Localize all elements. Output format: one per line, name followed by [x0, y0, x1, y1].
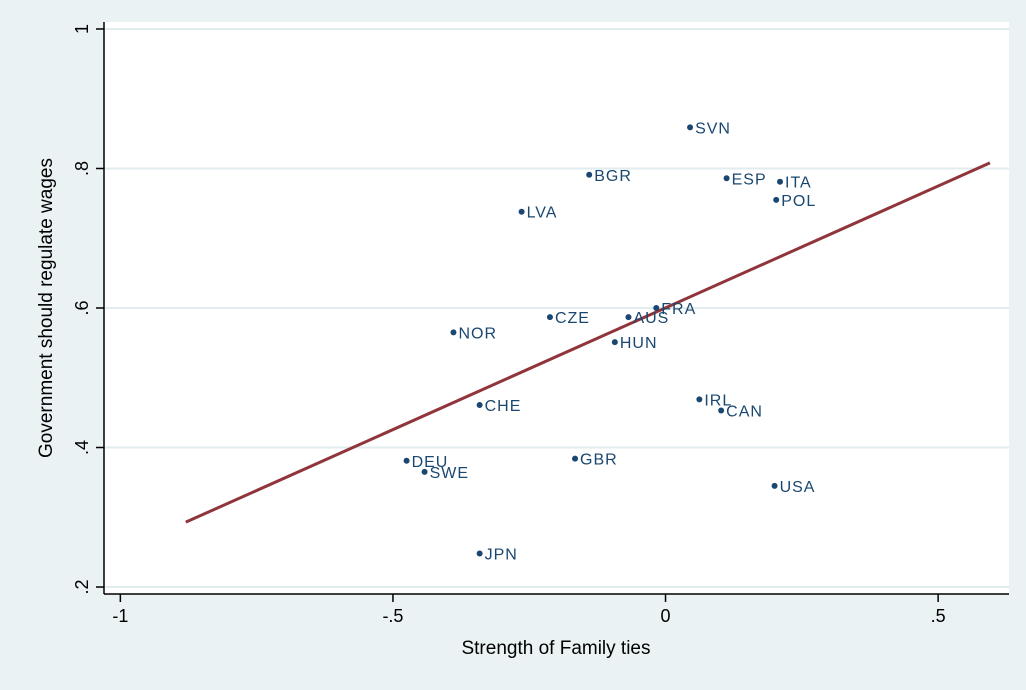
point-label: DEU [412, 454, 449, 471]
x-tick-label: -1 [112, 606, 128, 626]
point-label: AUS [633, 310, 669, 327]
data-point [546, 314, 553, 321]
data-point [687, 124, 694, 131]
data-point [625, 314, 632, 321]
point-label: SVN [695, 120, 731, 137]
data-point [771, 482, 778, 489]
grid-lines [104, 27, 1009, 589]
point-label: LVA [527, 205, 558, 222]
y-tick-label: .2 [72, 580, 92, 595]
data-point [777, 178, 784, 185]
point-label: POL [781, 193, 816, 210]
y-tick-label: .6 [72, 300, 92, 315]
data-point [572, 455, 579, 462]
point-label: NOR [458, 325, 497, 342]
data-point [518, 208, 525, 215]
data-point [403, 457, 410, 464]
data-point [611, 339, 618, 346]
point-label: IRL [704, 392, 732, 409]
point-label: CHE [485, 398, 522, 415]
point-label: ESP [732, 171, 767, 188]
y-tick-label: .8 [72, 161, 92, 176]
data-point [653, 305, 660, 311]
data-point [586, 171, 593, 178]
point-label: SWE [430, 465, 469, 482]
data-point [723, 175, 730, 182]
point-label: BGR [594, 168, 632, 185]
fit-line-layer [185, 161, 991, 524]
data-point [718, 407, 725, 414]
point-label: ITA [785, 175, 812, 192]
x-tick-label: -.5 [382, 606, 403, 626]
y-tick-label: 1 [72, 24, 92, 34]
x-axis-title: Strength of Family ties [461, 638, 650, 659]
point-label: GBR [580, 452, 618, 469]
x-tick-label: 0 [661, 606, 671, 626]
data-point [773, 196, 780, 203]
data-point [696, 396, 703, 403]
data-point [450, 329, 457, 336]
point-label: JPN [485, 547, 518, 564]
fit-line [185, 161, 991, 524]
data-point [421, 468, 428, 475]
y-tick-label: .4 [72, 440, 92, 455]
axes-layer: .2 .4 .6 .8 1 -1 -.5 0 .5 [72, 22, 1009, 626]
point-label: HUN [620, 335, 658, 352]
point-label: USA [780, 479, 816, 496]
x-tick-label: .5 [931, 606, 946, 626]
y-axis-title: Government should regulate wages [36, 158, 57, 458]
point-label: FRA [661, 301, 696, 318]
data-point [476, 401, 483, 408]
point-label: CAN [726, 404, 763, 421]
point-label: CZE [555, 310, 590, 327]
data-point [476, 550, 483, 557]
